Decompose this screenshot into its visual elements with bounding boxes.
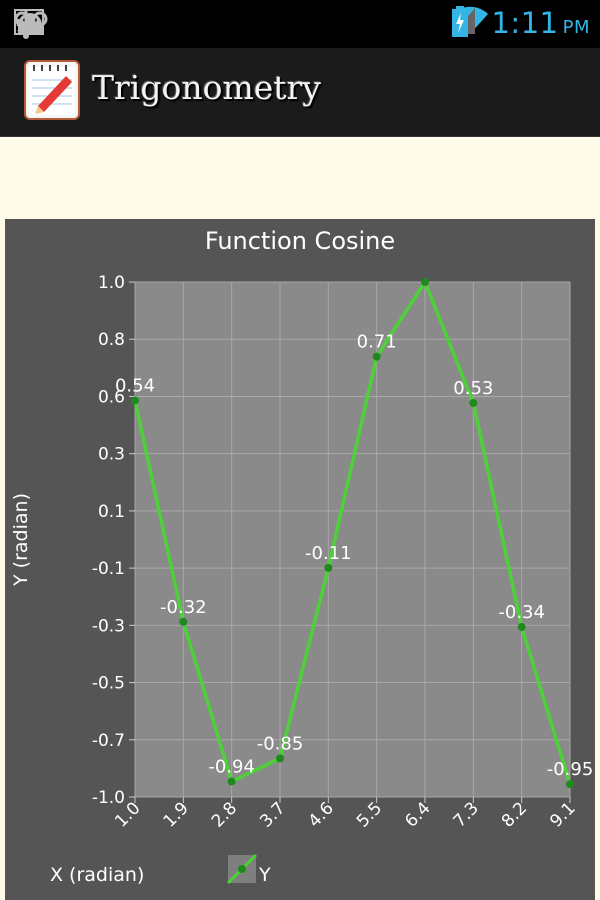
x-tick-label: 8.2 bbox=[498, 798, 531, 831]
clock: 1:11 PM bbox=[491, 6, 590, 40]
chart-panel: Function Cosine 1.0 1.9 2.8 3.7 4.6 5.5 6.4 7.3 8… bbox=[0, 217, 600, 900]
data-point bbox=[227, 777, 236, 786]
data-point bbox=[276, 754, 284, 763]
y-tick-label: 1.0 bbox=[98, 273, 125, 293]
x-axis-label: X (radian) bbox=[50, 864, 144, 886]
series-line bbox=[133, 280, 572, 785]
data-label: 0.53 bbox=[453, 378, 493, 399]
data-point bbox=[469, 399, 478, 408]
x-tick-label: 2.8 bbox=[208, 798, 241, 831]
data-label: -0.85 bbox=[257, 733, 304, 754]
data-point bbox=[179, 617, 188, 626]
data-label: -0.32 bbox=[160, 597, 207, 618]
y-tick-label: 0.6 bbox=[98, 387, 125, 407]
legend-point bbox=[238, 865, 246, 873]
data-label: 0.54 bbox=[115, 375, 155, 396]
x-tick-label: 1.9 bbox=[160, 798, 193, 831]
data-point bbox=[324, 563, 333, 572]
x-tick-label: 3.7 bbox=[256, 798, 289, 831]
data-point bbox=[517, 623, 526, 632]
y-tick-label: -0.5 bbox=[92, 674, 125, 694]
android-icon bbox=[18, 9, 152, 39]
data-point bbox=[566, 780, 574, 789]
plot-area bbox=[135, 282, 570, 797]
x-tick-label: 6.4 bbox=[401, 798, 434, 831]
notepad-pencil-icon[interactable] bbox=[24, 60, 80, 120]
y-tick-label: -0.1 bbox=[92, 559, 125, 579]
data-label: -0.95 bbox=[547, 759, 594, 780]
x-tick-label: 4.6 bbox=[305, 798, 338, 831]
header-spacer bbox=[0, 137, 600, 217]
usb-icon bbox=[16, 9, 204, 39]
time-text: 1:11 bbox=[491, 6, 559, 40]
app-title: Trigonometry bbox=[92, 68, 321, 107]
y-tick-label: -0.7 bbox=[92, 731, 125, 751]
data-point bbox=[131, 396, 139, 405]
y-tick-label: 0.3 bbox=[98, 445, 125, 465]
chart-container: Function Cosine 1.0 1.9 2.8 3.7 4.6 5.5 6.4 7.3 8… bbox=[5, 219, 595, 900]
action-bar: Trigonometry bbox=[0, 48, 600, 137]
data-point bbox=[372, 352, 381, 361]
data-label: -0.11 bbox=[305, 543, 352, 564]
status-bar: 1:11 PM bbox=[0, 0, 600, 48]
data-label: -0.34 bbox=[498, 602, 545, 623]
y-axis-label: Y (radian) bbox=[10, 493, 32, 587]
x-tick-label: 7.3 bbox=[450, 798, 483, 831]
y-tick-label: 0.8 bbox=[98, 330, 125, 350]
y-tick-label: -1.0 bbox=[92, 788, 125, 808]
y-tick-label: -0.3 bbox=[92, 616, 125, 636]
data-label: 0.71 bbox=[357, 332, 397, 353]
x-tick-label: 5.5 bbox=[353, 798, 386, 831]
chart-title: Function Cosine bbox=[205, 227, 395, 255]
x-tick-label: 9.1 bbox=[546, 798, 579, 831]
data-point bbox=[421, 278, 429, 286]
data-label: -0.94 bbox=[208, 757, 255, 778]
y-tick-label: 0.1 bbox=[98, 502, 125, 522]
cosine-chart: Function Cosine 1.0 1.9 2.8 3.7 4.6 5.5 6.4 7.3 8… bbox=[10, 227, 594, 886]
legend-label: Y bbox=[258, 864, 271, 886]
ampm-text: PM bbox=[562, 17, 590, 38]
voicemail-icon bbox=[14, 9, 100, 39]
